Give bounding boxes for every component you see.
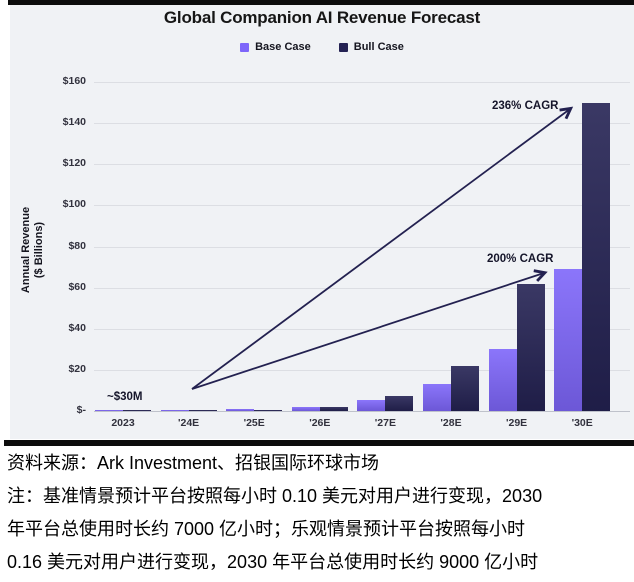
base-case-bar-24E	[160, 409, 189, 411]
bull-case-bar-2023	[123, 409, 151, 411]
legend-item-bull-case: Bull Case	[338, 41, 404, 53]
y-tick-label: $40	[68, 321, 86, 334]
bull-case-bar-28E	[451, 365, 479, 411]
top-divider	[8, 0, 634, 5]
x-tick-label: '30E	[571, 417, 593, 429]
gridline-160	[94, 82, 630, 83]
bull-case-swatch-icon	[338, 42, 348, 52]
revenue-forecast-chart: Global Companion AI Revenue Forecast Bas…	[10, 5, 634, 439]
base-cagr-arrow	[191, 269, 548, 390]
y-tick-label: $60	[68, 280, 86, 293]
cagr-arrows	[191, 106, 574, 390]
bull-case-bar-24E	[188, 409, 217, 411]
base-case-bar-29E	[488, 349, 517, 411]
legend-label-bull-case: Bull Case	[353, 41, 404, 53]
base-case-bar-25E	[226, 408, 255, 411]
gridline-40	[94, 328, 630, 330]
gridline-60	[94, 287, 630, 289]
y-tick-label: $160	[62, 75, 86, 87]
gridline-20	[94, 369, 630, 371]
source-notes: 资料来源：Ark Investment、招银国际环球市场 注：基准情景预计平台按…	[7, 447, 631, 579]
gridline-120	[94, 164, 630, 166]
bull-case-bar-25E	[254, 409, 283, 411]
y-tick-label: $120	[62, 157, 86, 170]
source-line: 资料来源：Ark Investment、招银国际环球市场	[7, 453, 380, 473]
bull-case-bar-30E	[582, 102, 611, 411]
base-case-swatch-icon	[240, 42, 250, 52]
gridline-0	[94, 411, 630, 412]
note-line-3: 0.16 美元对用户进行变现，2030 年平台总使用时长约 9000 亿小时	[7, 552, 539, 572]
x-tick-label: '29E	[506, 417, 528, 429]
note-line-1: 注：基准情景预计平台按照每小时 0.10 美元对用户进行变现，2030	[7, 486, 543, 506]
bull-case-bar-26E	[319, 407, 348, 411]
top-divider-notch	[621, 0, 634, 8]
note-line-2: 年平台总使用时长约 7000 亿小时；乐观情景预计平台按照每小时	[7, 519, 526, 539]
chart-legend: Base Case Bull Case	[10, 41, 634, 53]
annotation-30m: ~$30M	[107, 391, 143, 403]
y-tick-label: $80	[68, 239, 86, 252]
base-case-bar-2023	[95, 409, 123, 411]
annotation-base-cagr: 200% CAGR	[487, 253, 554, 265]
gridline-80	[94, 246, 630, 248]
legend-label-base-case: Base Case	[255, 41, 311, 53]
gridline-140	[94, 123, 630, 125]
bull-cagr-arrow	[191, 106, 574, 390]
y-tick-label: $140	[62, 116, 86, 129]
base-case-bar-28E	[423, 384, 451, 411]
base-case-bar-26E	[291, 406, 320, 411]
gridline-100	[94, 205, 630, 207]
x-tick-label: '28E	[440, 417, 462, 429]
y-tick-label: $100	[62, 198, 86, 211]
bull-case-bar-29E	[516, 283, 545, 411]
x-tick-label: '25E	[243, 417, 265, 429]
x-tick-label: '27E	[374, 417, 396, 429]
legend-item-base-case: Base Case	[240, 41, 311, 53]
y-tick-label: $-	[76, 404, 86, 416]
base-case-bar-27E	[357, 400, 386, 411]
bottom-divider	[4, 440, 634, 446]
x-tick-label: '26E	[309, 417, 331, 429]
x-tick-label: 2023	[111, 417, 135, 429]
base-case-bar-30E	[554, 269, 583, 411]
y-tick-label: $20	[68, 362, 86, 375]
plot-area: ~$30M 200% CAGR 236% CAGR $- $20 $40 $60 $80…	[10, 5, 634, 440]
chart-title: Global Companion AI Revenue Forecast	[163, 8, 481, 27]
x-tick-label: '24E	[178, 417, 200, 429]
bull-case-bar-27E	[385, 395, 414, 411]
annotation-bull-cagr: 236% CAGR	[492, 100, 559, 112]
